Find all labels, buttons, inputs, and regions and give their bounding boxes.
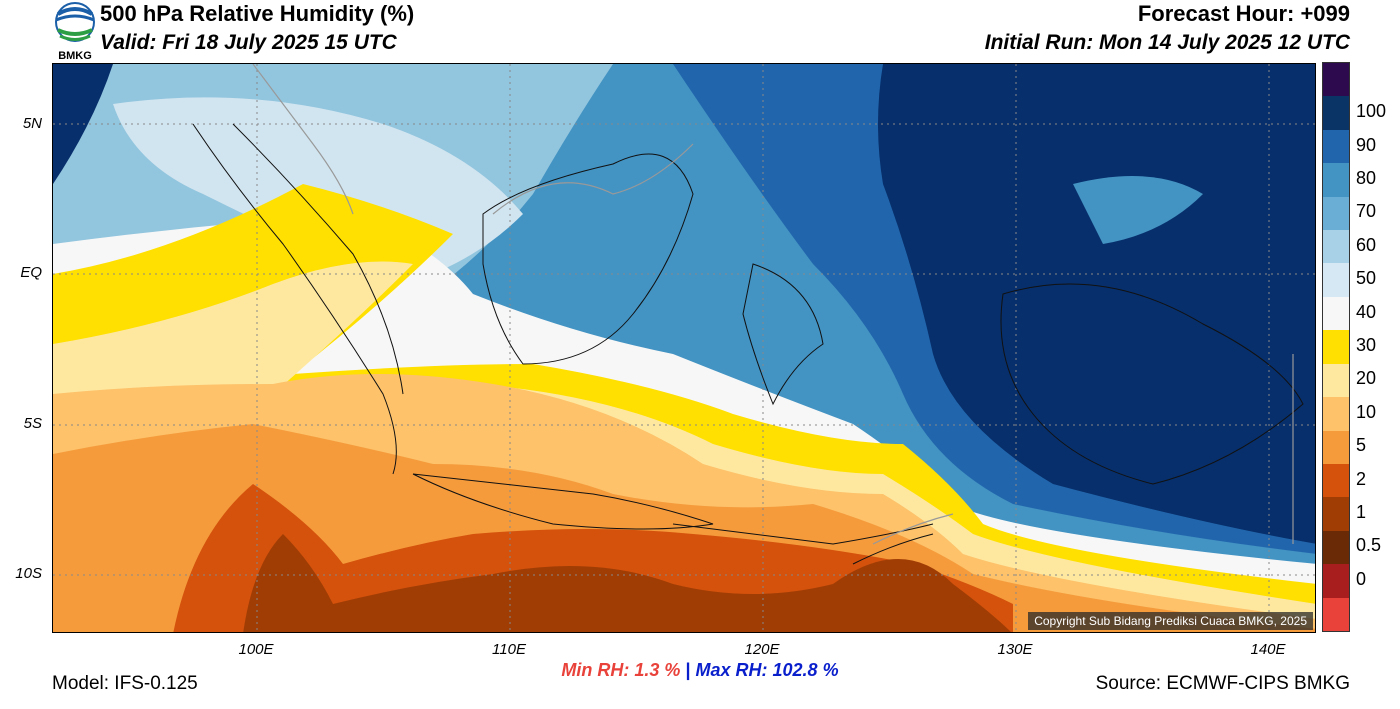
colorbar-label: 5: [1356, 435, 1367, 456]
lon-label-130e: 130E: [997, 641, 1033, 658]
model-info: Model: IFS-0.125: [52, 673, 198, 694]
lat-label-5n: 5N: [22, 115, 42, 132]
humidity-map[interactable]: Copyright Sub Bidang Prediksi Cuaca BMKG…: [52, 63, 1316, 633]
colorbar-segment: [1323, 163, 1349, 198]
rh-stats: Min RH: 1.3 % | Max RH: 102.8 %: [0, 660, 1400, 681]
colorbar-label: 90: [1356, 134, 1377, 155]
colorbar-segment: [1323, 397, 1349, 432]
colorbar-segment: [1323, 430, 1349, 465]
colorbar-label: 40: [1356, 301, 1377, 322]
colorbar-segment: [1323, 196, 1349, 231]
min-rh-value: 1.3 %: [634, 660, 681, 680]
colorbar-label: 20: [1356, 368, 1377, 389]
valid-time: Valid: Fri 18 July 2025 15 UTC: [100, 31, 397, 54]
source-info: Source: ECMWF-CIPS BMKG: [1095, 673, 1350, 694]
bmkg-logo: BMKG: [50, 0, 100, 62]
colorbar-label: 2: [1356, 468, 1367, 489]
humidity-field: [53, 64, 1315, 632]
lat-label-5s: 5S: [23, 415, 42, 432]
colorbar-label: 70: [1356, 201, 1377, 222]
colorbar-label: 1: [1356, 502, 1367, 523]
lat-label-eq: EQ: [20, 264, 42, 281]
lat-label-10s: 10S: [15, 565, 42, 582]
lon-label-120e: 120E: [744, 641, 780, 658]
copyright-note: Copyright Sub Bidang Prediksi Cuaca BMKG…: [1028, 612, 1313, 630]
stats-separator: |: [685, 660, 691, 680]
colorbar-label: 10: [1356, 401, 1377, 422]
colorbar-segment: [1323, 129, 1349, 164]
colorbar-label: 80: [1356, 167, 1377, 188]
colorbar-segment: [1323, 564, 1349, 599]
max-rh: Max RH: 102.8 %: [695, 660, 839, 680]
colorbar-label: 60: [1356, 234, 1377, 255]
colorbar-segment: [1323, 96, 1349, 131]
lon-label-110e: 110E: [492, 641, 526, 658]
map-title: 500 hPa Relative Humidity (%): [100, 1, 415, 26]
colorbar-segment: [1323, 597, 1349, 632]
colorbar-segment: [1323, 363, 1349, 398]
lon-label-100e: 100E: [238, 641, 274, 658]
colorbar-segment: [1323, 497, 1349, 532]
lon-label-140e: 140E: [1250, 641, 1286, 658]
colorbar-segment: [1323, 530, 1349, 565]
bmkg-logo-icon: BMKG: [55, 2, 95, 62]
colorbar-segment: [1323, 296, 1349, 331]
colorbar-segment: [1323, 263, 1349, 298]
colorbar-label: 100: [1356, 101, 1387, 122]
colorbar-label: 0.5: [1356, 535, 1382, 556]
colorbar-label: 50: [1356, 268, 1377, 289]
colorbar-segment: [1323, 230, 1349, 264]
forecast-hour: Forecast Hour: +099: [1137, 1, 1350, 26]
colorbar-segment: [1323, 330, 1349, 365]
colorbar-label: 0: [1356, 568, 1367, 589]
colorbar: [1322, 62, 1350, 632]
logo-text: BMKG: [58, 50, 92, 62]
colorbar-segment: [1323, 63, 1349, 97]
initial-run: Initial Run: Mon 14 July 2025 12 UTC: [984, 31, 1350, 54]
colorbar-segment: [1323, 463, 1349, 498]
colorbar-label: 30: [1356, 335, 1377, 355]
min-rh-label: Min RH:: [561, 660, 630, 680]
